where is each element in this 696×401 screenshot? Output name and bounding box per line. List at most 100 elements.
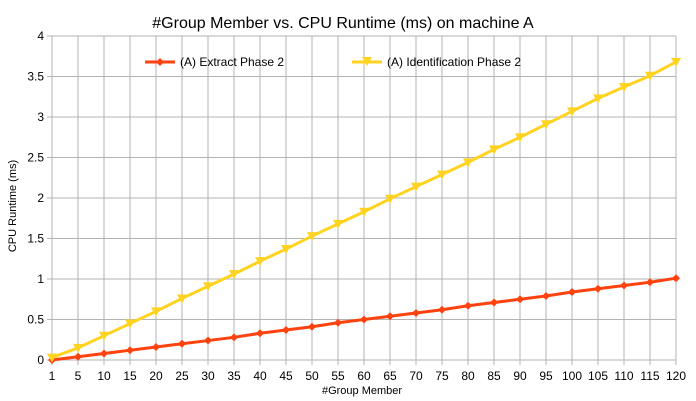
legend-marker-diamond: [156, 58, 164, 66]
data-point-triangle: [151, 307, 161, 317]
data-point-triangle: [99, 331, 109, 341]
data-point-diamond: [230, 333, 238, 342]
data-point-diamond: [360, 315, 368, 324]
legend-marker-triangle: [362, 57, 372, 66]
data-point-triangle: [177, 294, 187, 304]
y-tick-label: 2: [37, 191, 44, 205]
data-point-triangle: [333, 219, 343, 229]
y-axis-title: CPU Runtime (ms): [7, 160, 19, 252]
y-tick-label: 1.5: [27, 232, 44, 246]
x-tick-label: 1: [49, 369, 56, 383]
data-point-diamond: [568, 287, 576, 296]
data-point-diamond: [542, 292, 550, 301]
y-tick-label: 3.5: [27, 70, 44, 84]
legend-item-extract: (A) Extract Phase 2: [145, 55, 284, 69]
axes: [47, 35, 677, 365]
series-extract: [48, 274, 680, 364]
x-tick-label: 95: [539, 369, 553, 383]
chart-title: #Group Member vs. CPU Runtime (ms) on ma…: [152, 15, 534, 32]
x-tick-label: 10: [97, 369, 111, 383]
data-point-triangle: [645, 71, 655, 81]
data-point-triangle: [489, 145, 499, 155]
data-point-diamond: [74, 352, 82, 361]
y-tick-label: 1: [37, 272, 44, 286]
x-tick-label: 115: [640, 369, 659, 383]
data-point-triangle: [47, 353, 57, 363]
data-point-triangle: [671, 57, 681, 67]
x-tick-label: 75: [435, 369, 449, 383]
data-point-triangle: [541, 120, 551, 130]
x-tick-label: 85: [487, 369, 501, 383]
x-tick-label: 50: [305, 369, 319, 383]
data-point-triangle: [515, 133, 525, 143]
data-point-diamond: [308, 322, 316, 331]
y-tick-label: 4: [37, 29, 44, 43]
data-point-triangle: [411, 182, 421, 192]
data-point-diamond: [256, 329, 264, 338]
x-tick-label: 100: [562, 369, 582, 383]
x-tick-label: 45: [279, 369, 293, 383]
data-point-triangle: [593, 94, 603, 104]
data-point-diamond: [438, 305, 446, 314]
series-identification: [47, 57, 681, 363]
legend-label-identification: (A) Identification Phase 2: [387, 55, 521, 69]
data-point-triangle: [255, 257, 265, 267]
x-tick-label: 25: [175, 369, 189, 383]
tick-labels: 00.511.522.533.541 5 10 15 20 25 30 35 40 45 50 55 6…: [27, 29, 686, 383]
x-axis-title: #Group Member: [322, 385, 402, 397]
y-tick-label: 2.5: [27, 151, 44, 165]
data-point-diamond: [178, 339, 186, 348]
data-point-diamond: [412, 309, 420, 318]
data-point-triangle: [437, 170, 447, 180]
data-point-diamond: [672, 274, 680, 283]
data-point-diamond: [100, 349, 108, 358]
x-tick-label: 15: [123, 369, 137, 383]
x-tick-label: 105: [588, 369, 608, 383]
data-point-triangle: [619, 83, 629, 93]
data-point-triangle: [281, 245, 291, 255]
data-point-triangle: [385, 194, 395, 204]
x-tick-label: 55: [331, 369, 345, 383]
data-point-diamond: [620, 281, 628, 290]
data-point-triangle: [307, 232, 317, 242]
x-tick-label: 80: [461, 369, 475, 383]
y-tick-label: 0: [37, 353, 44, 367]
gridlines: [51, 35, 677, 361]
x-tick-label: 20: [149, 369, 163, 383]
data-point-diamond: [594, 284, 602, 293]
x-tick-label: 110: [614, 369, 633, 383]
legend-item-identification: (A) Identification Phase 2: [352, 55, 521, 69]
data-point-triangle: [463, 158, 473, 168]
x-tick-label: 5: [75, 369, 82, 383]
x-tick-label: 120: [666, 369, 686, 383]
data-point-diamond: [646, 278, 654, 287]
x-tick-label: 30: [201, 369, 215, 383]
data-point-triangle: [229, 270, 239, 280]
data-point-diamond: [126, 346, 134, 355]
data-point-diamond: [516, 295, 524, 304]
x-tick-label: 90: [513, 369, 527, 383]
y-tick-label: 0.5: [27, 313, 44, 327]
data-point-diamond: [282, 326, 290, 335]
legend-label-extract: (A) Extract Phase 2: [180, 55, 284, 69]
data-point-triangle: [125, 319, 135, 329]
data-point-triangle: [73, 343, 83, 353]
data-point-triangle: [203, 282, 213, 292]
x-tick-label: 70: [409, 369, 423, 383]
x-tick-label: 35: [227, 369, 241, 383]
data-point-diamond: [490, 298, 498, 307]
data-point-triangle: [359, 207, 369, 217]
data-point-diamond: [334, 318, 342, 327]
y-tick-label: 3: [37, 110, 44, 124]
x-tick-label: 65: [383, 369, 397, 383]
legend: (A) Extract Phase 2 (A) Identification P…: [145, 55, 521, 69]
data-point-triangle: [567, 107, 577, 117]
x-tick-label: 60: [357, 369, 371, 383]
data-point-diamond: [386, 312, 394, 321]
series-layer: [47, 57, 681, 364]
data-point-diamond: [464, 301, 472, 310]
data-point-diamond: [204, 336, 212, 345]
data-point-diamond: [152, 343, 160, 352]
